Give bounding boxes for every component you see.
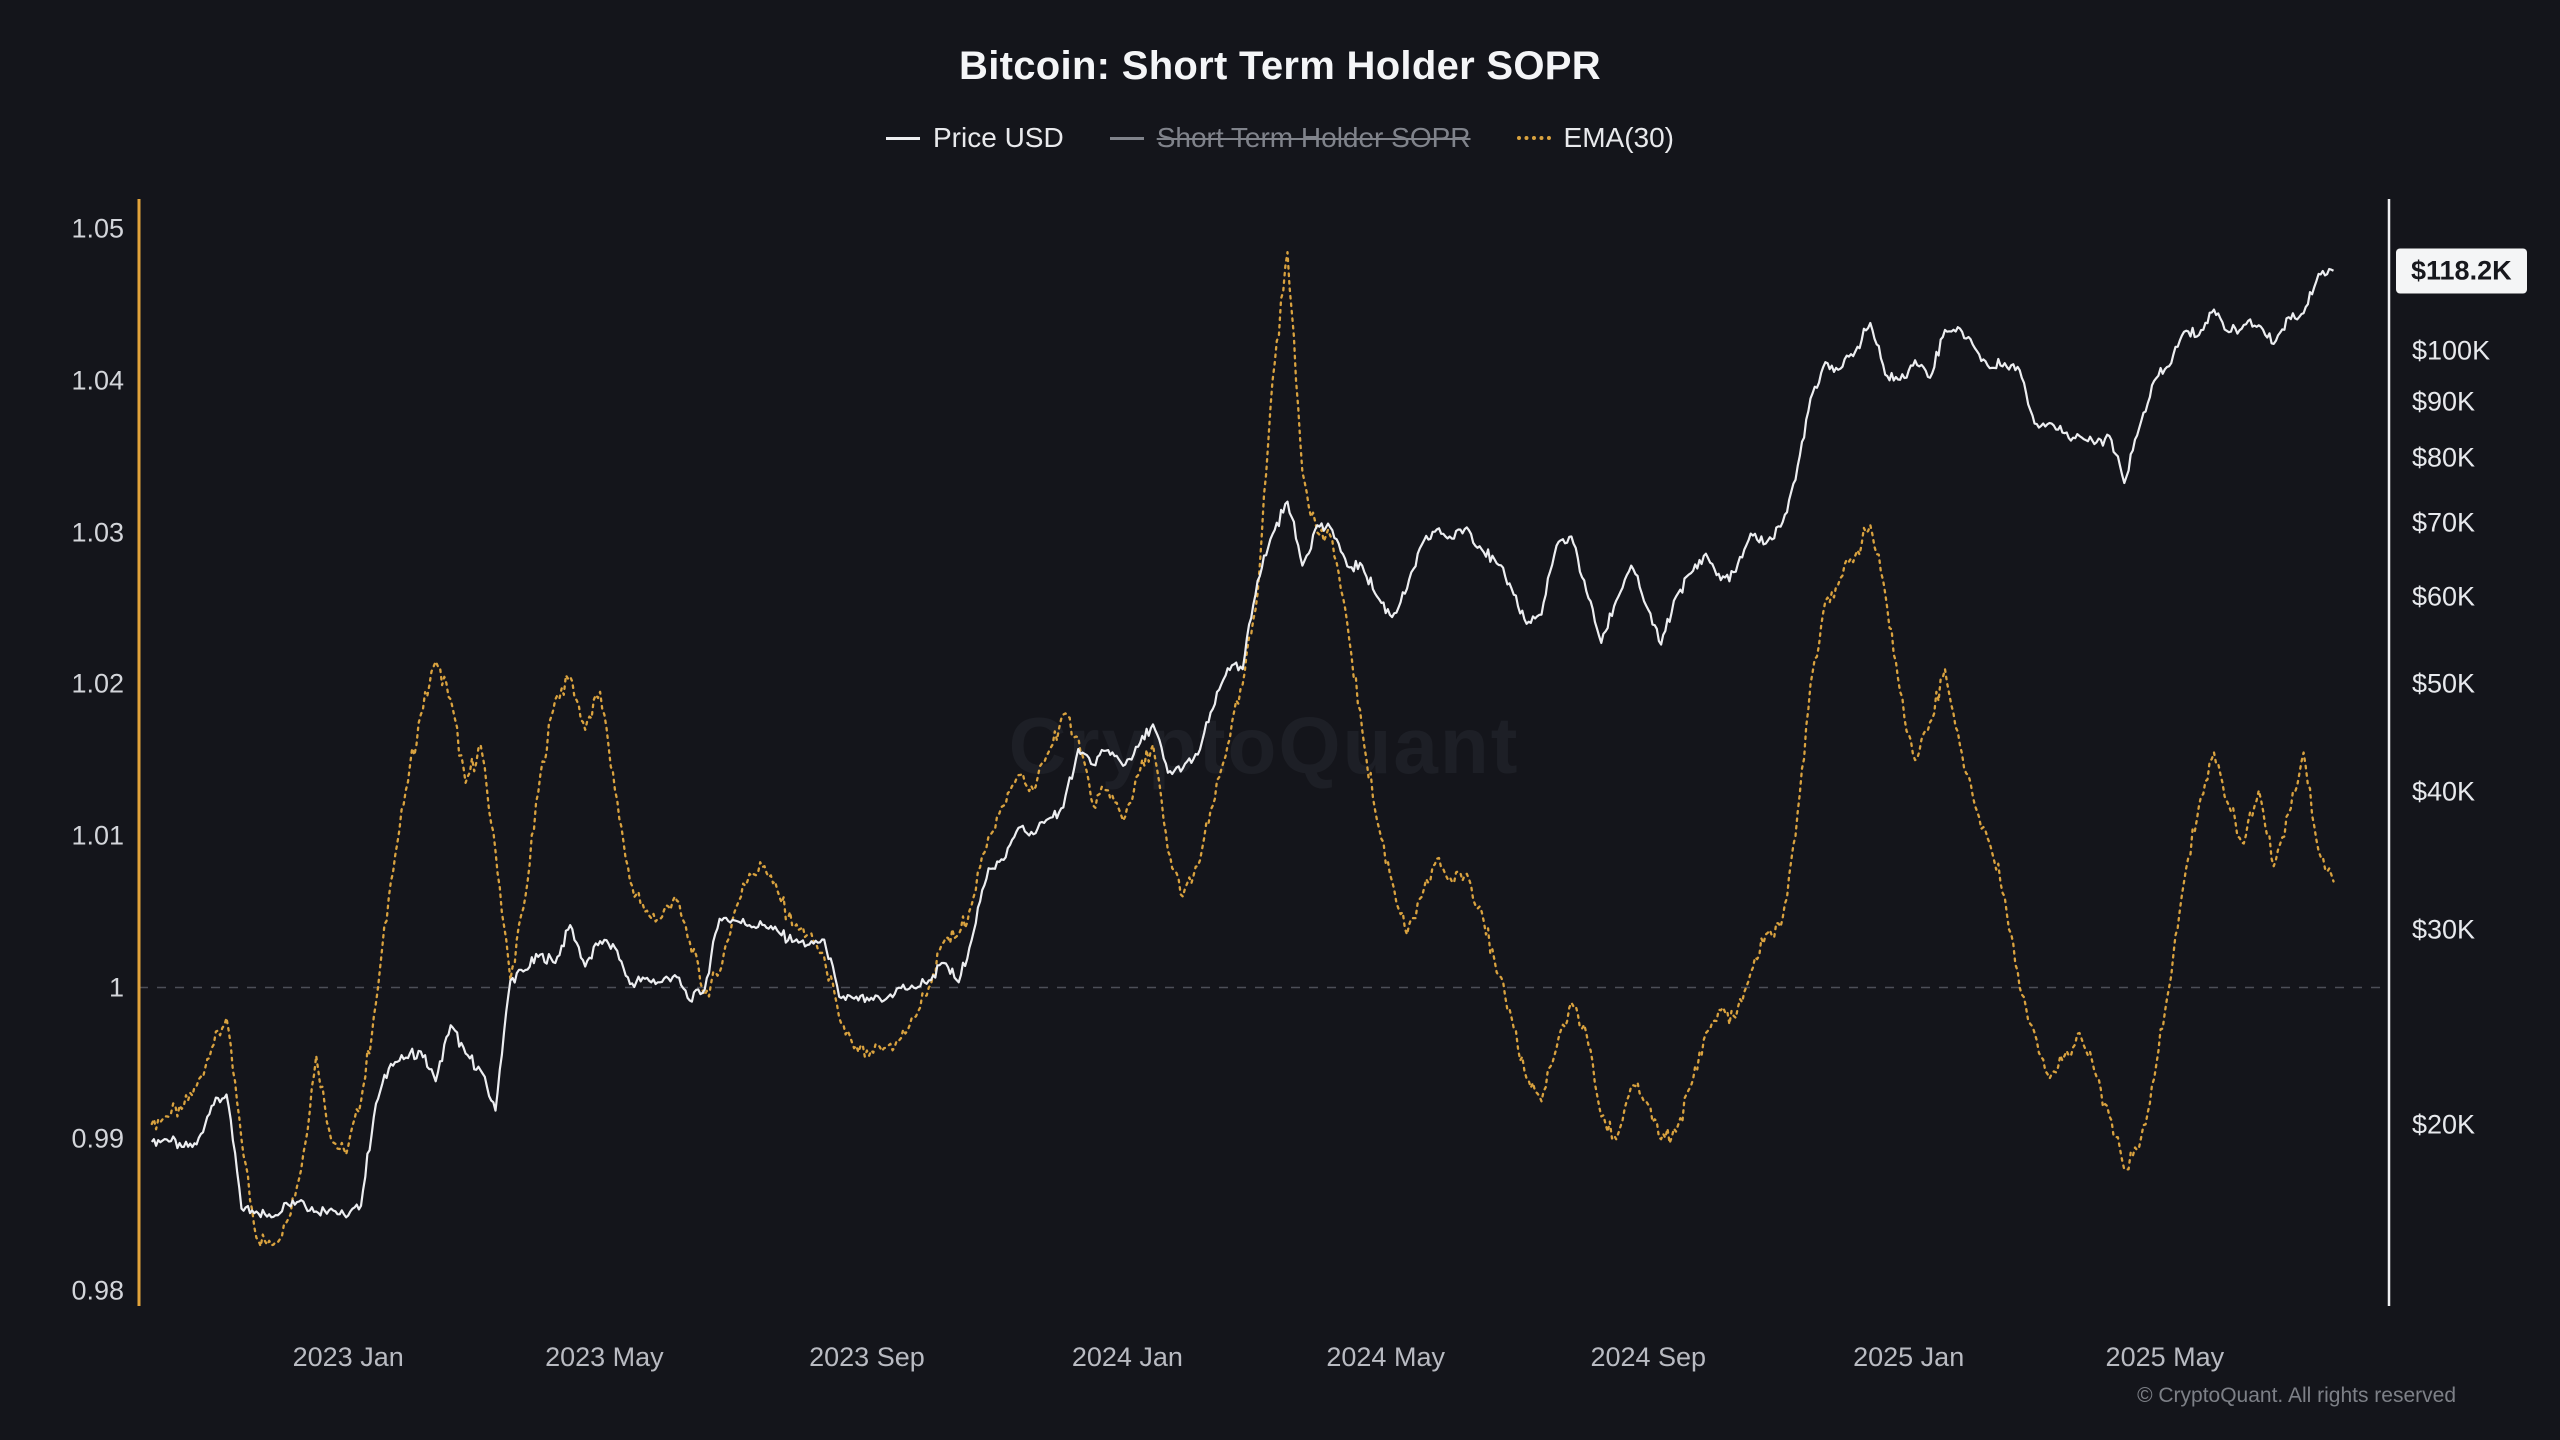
x-axis-tick: 2025 Jan — [1853, 1342, 1965, 1372]
sopr-line-swatch-icon — [1109, 136, 1144, 140]
copyright-footer: © CryptoQuant. All rights reserved — [2137, 1384, 2456, 1407]
x-axis-tick: 2023 May — [545, 1342, 664, 1372]
left-axis-tick: 1.04 — [71, 365, 124, 396]
legend-item-sth-sopr[interactable]: Short Term Holder SOPR — [1109, 122, 1471, 154]
price-line-swatch-icon — [886, 136, 920, 140]
price-usd-line — [150, 267, 2334, 1219]
left-axis-tick: 1 — [108, 972, 124, 1003]
x-axis-tick: 2024 May — [1326, 1342, 1445, 1372]
ema30-line — [150, 250, 2335, 1248]
right-axis-tick: $70K — [2412, 507, 2476, 538]
right-axis-tick: $80K — [2412, 442, 2476, 473]
left-axis-tick: 0.98 — [71, 1275, 124, 1306]
legend-item-ema30[interactable]: EMA(30) — [1516, 122, 1674, 154]
legend-label: EMA(30) — [1563, 122, 1674, 153]
right-axis-tick: $50K — [2412, 668, 2476, 699]
left-axis-tick: 1.01 — [71, 820, 124, 851]
right-axis-tick: $40K — [2412, 776, 2476, 807]
legend: Price USD Short Term Holder SOPR EMA(30) — [0, 122, 2560, 154]
left-axis-tick: 1.02 — [71, 668, 124, 699]
legend-label: Price USD — [933, 122, 1064, 153]
legend-label: Short Term Holder SOPR — [1156, 122, 1471, 153]
right-axis-tick: $30K — [2412, 914, 2476, 945]
x-axis-tick: 2023 Sep — [809, 1342, 925, 1372]
right-axis-tick: $60K — [2412, 581, 2476, 612]
ema-line-swatch-icon — [1516, 136, 1551, 140]
x-axis-tick: 2024 Jan — [1071, 1342, 1183, 1372]
legend-item-price-usd[interactable]: Price USD — [886, 122, 1064, 154]
right-axis-tick: $100K — [2412, 335, 2491, 366]
left-axis-tick: 0.99 — [71, 1123, 124, 1154]
x-axis-tick: 2024 Sep — [1590, 1342, 1707, 1372]
right-axis-tick: $90K — [2412, 386, 2476, 417]
left-axis-tick: 1.03 — [71, 517, 124, 548]
x-axis-tick: 2023 Jan — [292, 1342, 404, 1372]
right-axis-tick: $20K — [2412, 1109, 2476, 1140]
left-axis-tick: 1.05 — [71, 213, 124, 244]
last-price-label: $118.2K — [2396, 248, 2527, 294]
chart-title: Bitcoin: Short Term Holder SOPR — [959, 44, 1601, 88]
x-axis-tick: 2025 May — [2105, 1342, 2225, 1372]
